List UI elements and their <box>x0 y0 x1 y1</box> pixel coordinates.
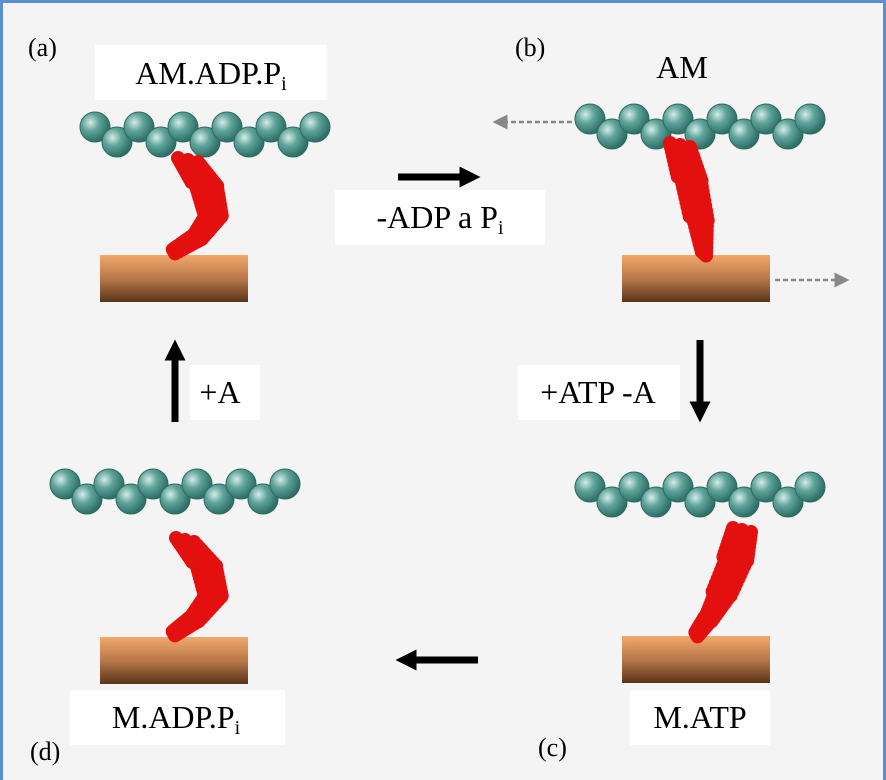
panel-tag: (d) <box>30 737 60 766</box>
state-label: M.ADP.Pi <box>112 699 241 739</box>
thick-filament <box>100 637 248 684</box>
actin-bead <box>270 469 300 499</box>
transition-label: +ATP -A <box>540 374 656 410</box>
actin-bead <box>795 472 825 502</box>
state-label: AM <box>656 49 708 85</box>
thick-filament <box>622 255 770 302</box>
state-label: AM.ADP.Pi <box>135 55 287 95</box>
transition-label: +A <box>199 374 240 410</box>
actin-bead <box>795 104 825 134</box>
myosin-head <box>699 249 713 263</box>
panel-tag: (b) <box>515 33 545 62</box>
actin-bead <box>300 112 330 142</box>
myosin-head <box>168 628 182 642</box>
thick-filament <box>100 255 248 302</box>
myosin-head <box>168 246 182 260</box>
myosin-head <box>691 629 705 643</box>
diagram: (a) AM.ADP.Pi (b) AM (c) M.ATP (d) M.ADP… <box>0 0 886 780</box>
panel-tag: (a) <box>28 33 57 62</box>
state-label: M.ATP <box>653 699 746 735</box>
panel-tag: (c) <box>538 733 567 762</box>
transition-label: -ADP a Pi <box>376 199 503 239</box>
